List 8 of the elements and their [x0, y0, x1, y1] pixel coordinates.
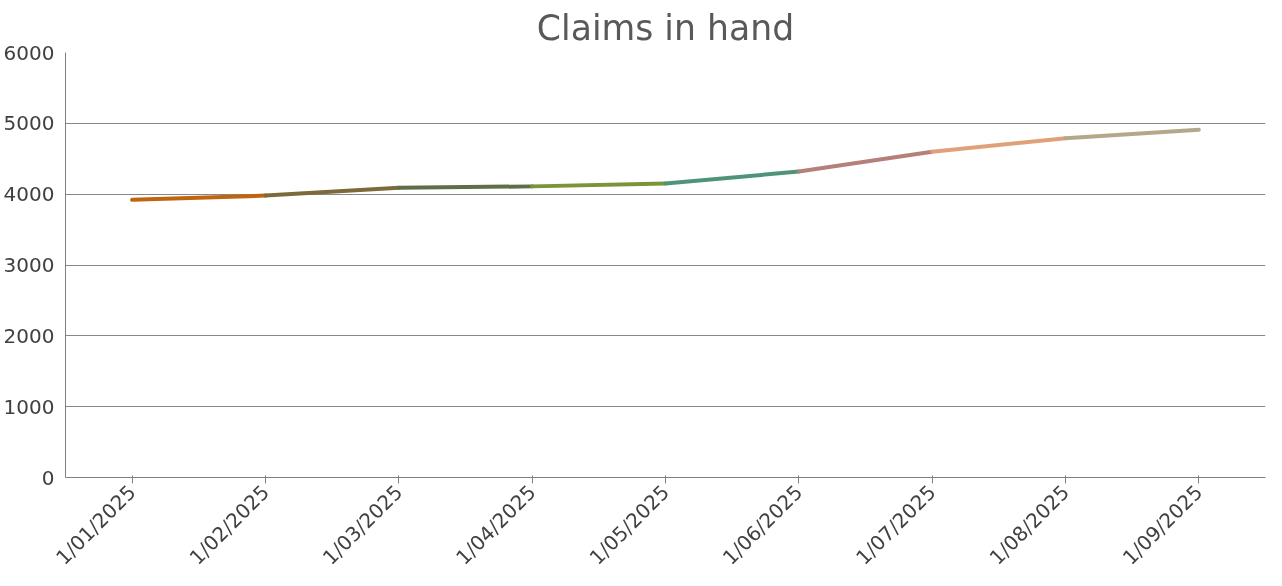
- y-tick-label: 6000: [3, 40, 55, 65]
- y-tick-label: 3000: [3, 253, 55, 277]
- y-tick-label: 5000: [3, 111, 55, 136]
- y-tick-label: 1000: [3, 394, 55, 419]
- y-tick-label: 0: [41, 465, 55, 490]
- y-tick-label: 2000: [3, 323, 55, 348]
- chart-title: Claims in hand: [536, 7, 795, 48]
- y-tick-label: 4000: [3, 182, 55, 207]
